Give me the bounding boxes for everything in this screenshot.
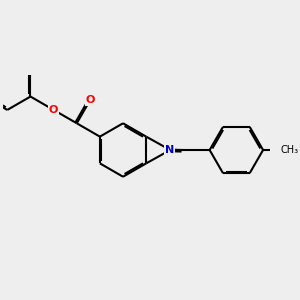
- Text: O: O: [49, 105, 58, 115]
- Text: CH₃: CH₃: [280, 145, 298, 155]
- Text: O: O: [85, 95, 95, 105]
- Text: N: N: [165, 145, 174, 154]
- Text: O: O: [165, 146, 174, 155]
